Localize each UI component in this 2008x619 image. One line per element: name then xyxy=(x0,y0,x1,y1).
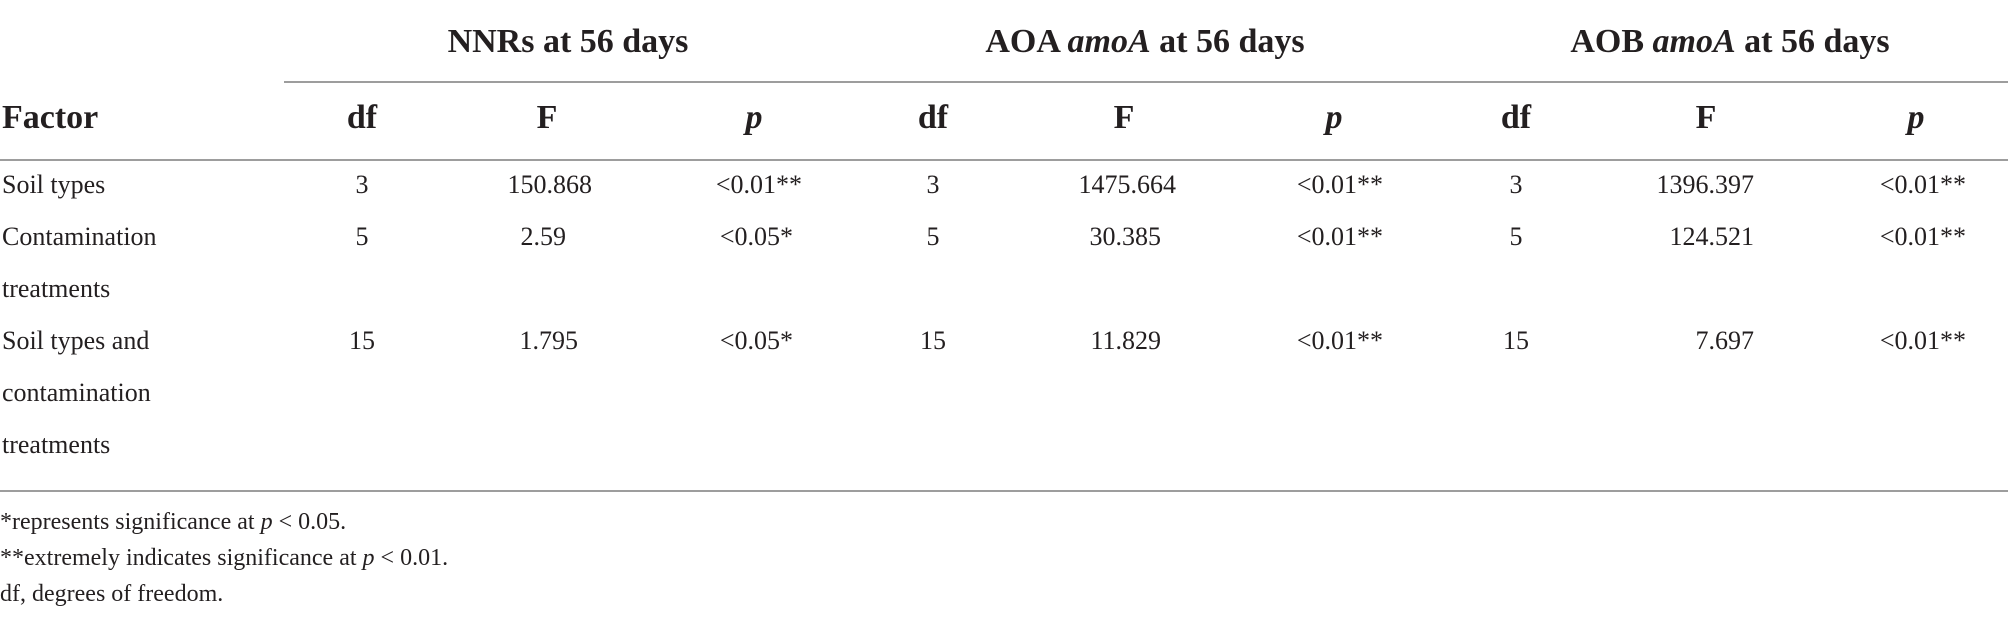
row-1-aoa-p: <0.01** xyxy=(1296,170,1383,199)
group-header-text: at 56 days xyxy=(1735,23,1890,60)
row-2-aob-p: <0.01** xyxy=(1879,222,1966,251)
row-1-nnrs-df: 3 xyxy=(355,170,369,199)
row-1-nnrs-p: <0.01** xyxy=(715,170,802,199)
row-3-factor-line-1: Soil types and xyxy=(2,326,150,355)
row-2-aoa-p: <0.01** xyxy=(1296,222,1383,251)
row-2-factor-line-1: Contamination xyxy=(2,222,157,251)
group-header-italic: amoA xyxy=(1652,23,1736,60)
row-3-aoa-p: <0.01** xyxy=(1296,326,1383,355)
header-rule xyxy=(0,159,2008,161)
column-header-nnrs-p: p xyxy=(745,99,763,136)
group-header-italic: amoA xyxy=(1067,23,1151,60)
group-header-aoa: AOA amoA at 56 days xyxy=(960,20,1330,64)
row-3-factor-line-2: contamination xyxy=(2,378,151,407)
column-header-aoa-df: df xyxy=(917,99,949,136)
row-1-aoa-df: 3 xyxy=(926,170,940,199)
row-3-aoa-f: 11.829 xyxy=(1090,326,1161,355)
group-header-text: at 56 days xyxy=(1150,23,1305,60)
row-3-aob-p: <0.01** xyxy=(1879,326,1966,355)
column-header-aob-f: F xyxy=(1695,99,1717,136)
footnote-p-symbol: p xyxy=(362,545,375,571)
group-header-text: AOB xyxy=(1570,23,1653,60)
group-header-text: AOA xyxy=(985,23,1068,60)
row-2-aob-df: 5 xyxy=(1509,222,1523,251)
footnote-3: df, degrees of freedom. xyxy=(0,576,223,612)
group-header-text: NNRs at 56 days xyxy=(447,23,689,60)
group-header-rule xyxy=(284,81,2008,83)
column-header-nnrs-f: F xyxy=(536,99,558,136)
footnote-text: **extremely indicates significance at xyxy=(0,545,363,571)
column-header-nnrs-df: df xyxy=(346,99,378,136)
row-1-nnrs-f: 150.868 xyxy=(507,170,593,199)
group-header-aob: AOB amoA at 56 days xyxy=(1545,20,1915,64)
row-2-aob-f: 124.521 xyxy=(1669,222,1755,251)
footnote-1: *represents significance at p < 0.05. xyxy=(0,504,346,540)
column-header-aob-df: df xyxy=(1500,99,1532,136)
row-1-aob-p: <0.01** xyxy=(1879,170,1966,199)
row-2-factor-line-2: treatments xyxy=(2,274,111,303)
row-1-aob-df: 3 xyxy=(1509,170,1523,199)
row-3-nnrs-f: 1.795 xyxy=(519,326,579,355)
row-1-aob-f: 1396.397 xyxy=(1656,170,1755,199)
row-2-nnrs-df: 5 xyxy=(355,222,369,251)
row-2-nnrs-p: <0.05* xyxy=(719,222,793,251)
footnote-text: < 0.01. xyxy=(374,545,449,571)
row-2-aoa-df: 5 xyxy=(926,222,940,251)
row-2-aoa-f: 30.385 xyxy=(1089,222,1162,251)
row-1-aoa-f: 1475.664 xyxy=(1078,170,1177,199)
column-header-aoa-p: p xyxy=(1325,99,1343,136)
row-3-aoa-df: 15 xyxy=(920,326,946,355)
row-2-nnrs-f: 2.59 xyxy=(520,222,567,251)
footnote-text: < 0.05. xyxy=(272,509,347,535)
bottom-rule xyxy=(0,490,2008,492)
column-header-factor: Factor xyxy=(2,99,99,136)
group-header-nnrs: NNRs at 56 days xyxy=(418,20,718,64)
row-3-aob-df: 15 xyxy=(1503,326,1529,355)
row-1-factor-line-1: Soil types xyxy=(2,170,106,199)
column-header-aob-p: p xyxy=(1907,99,1925,136)
footnote-p-symbol: p xyxy=(260,509,273,535)
row-3-nnrs-df: 15 xyxy=(349,326,375,355)
column-header-aoa-f: F xyxy=(1113,99,1135,136)
row-3-aob-f: 7.697 xyxy=(1695,326,1755,355)
row-3-nnrs-p: <0.05* xyxy=(719,326,793,355)
row-3-factor-line-3: treatments xyxy=(2,430,111,459)
footnote-text: *represents significance at xyxy=(0,509,261,535)
footnote-text: df, degrees of freedom. xyxy=(0,581,224,607)
footnote-2: **extremely indicates significance at p … xyxy=(0,540,448,576)
